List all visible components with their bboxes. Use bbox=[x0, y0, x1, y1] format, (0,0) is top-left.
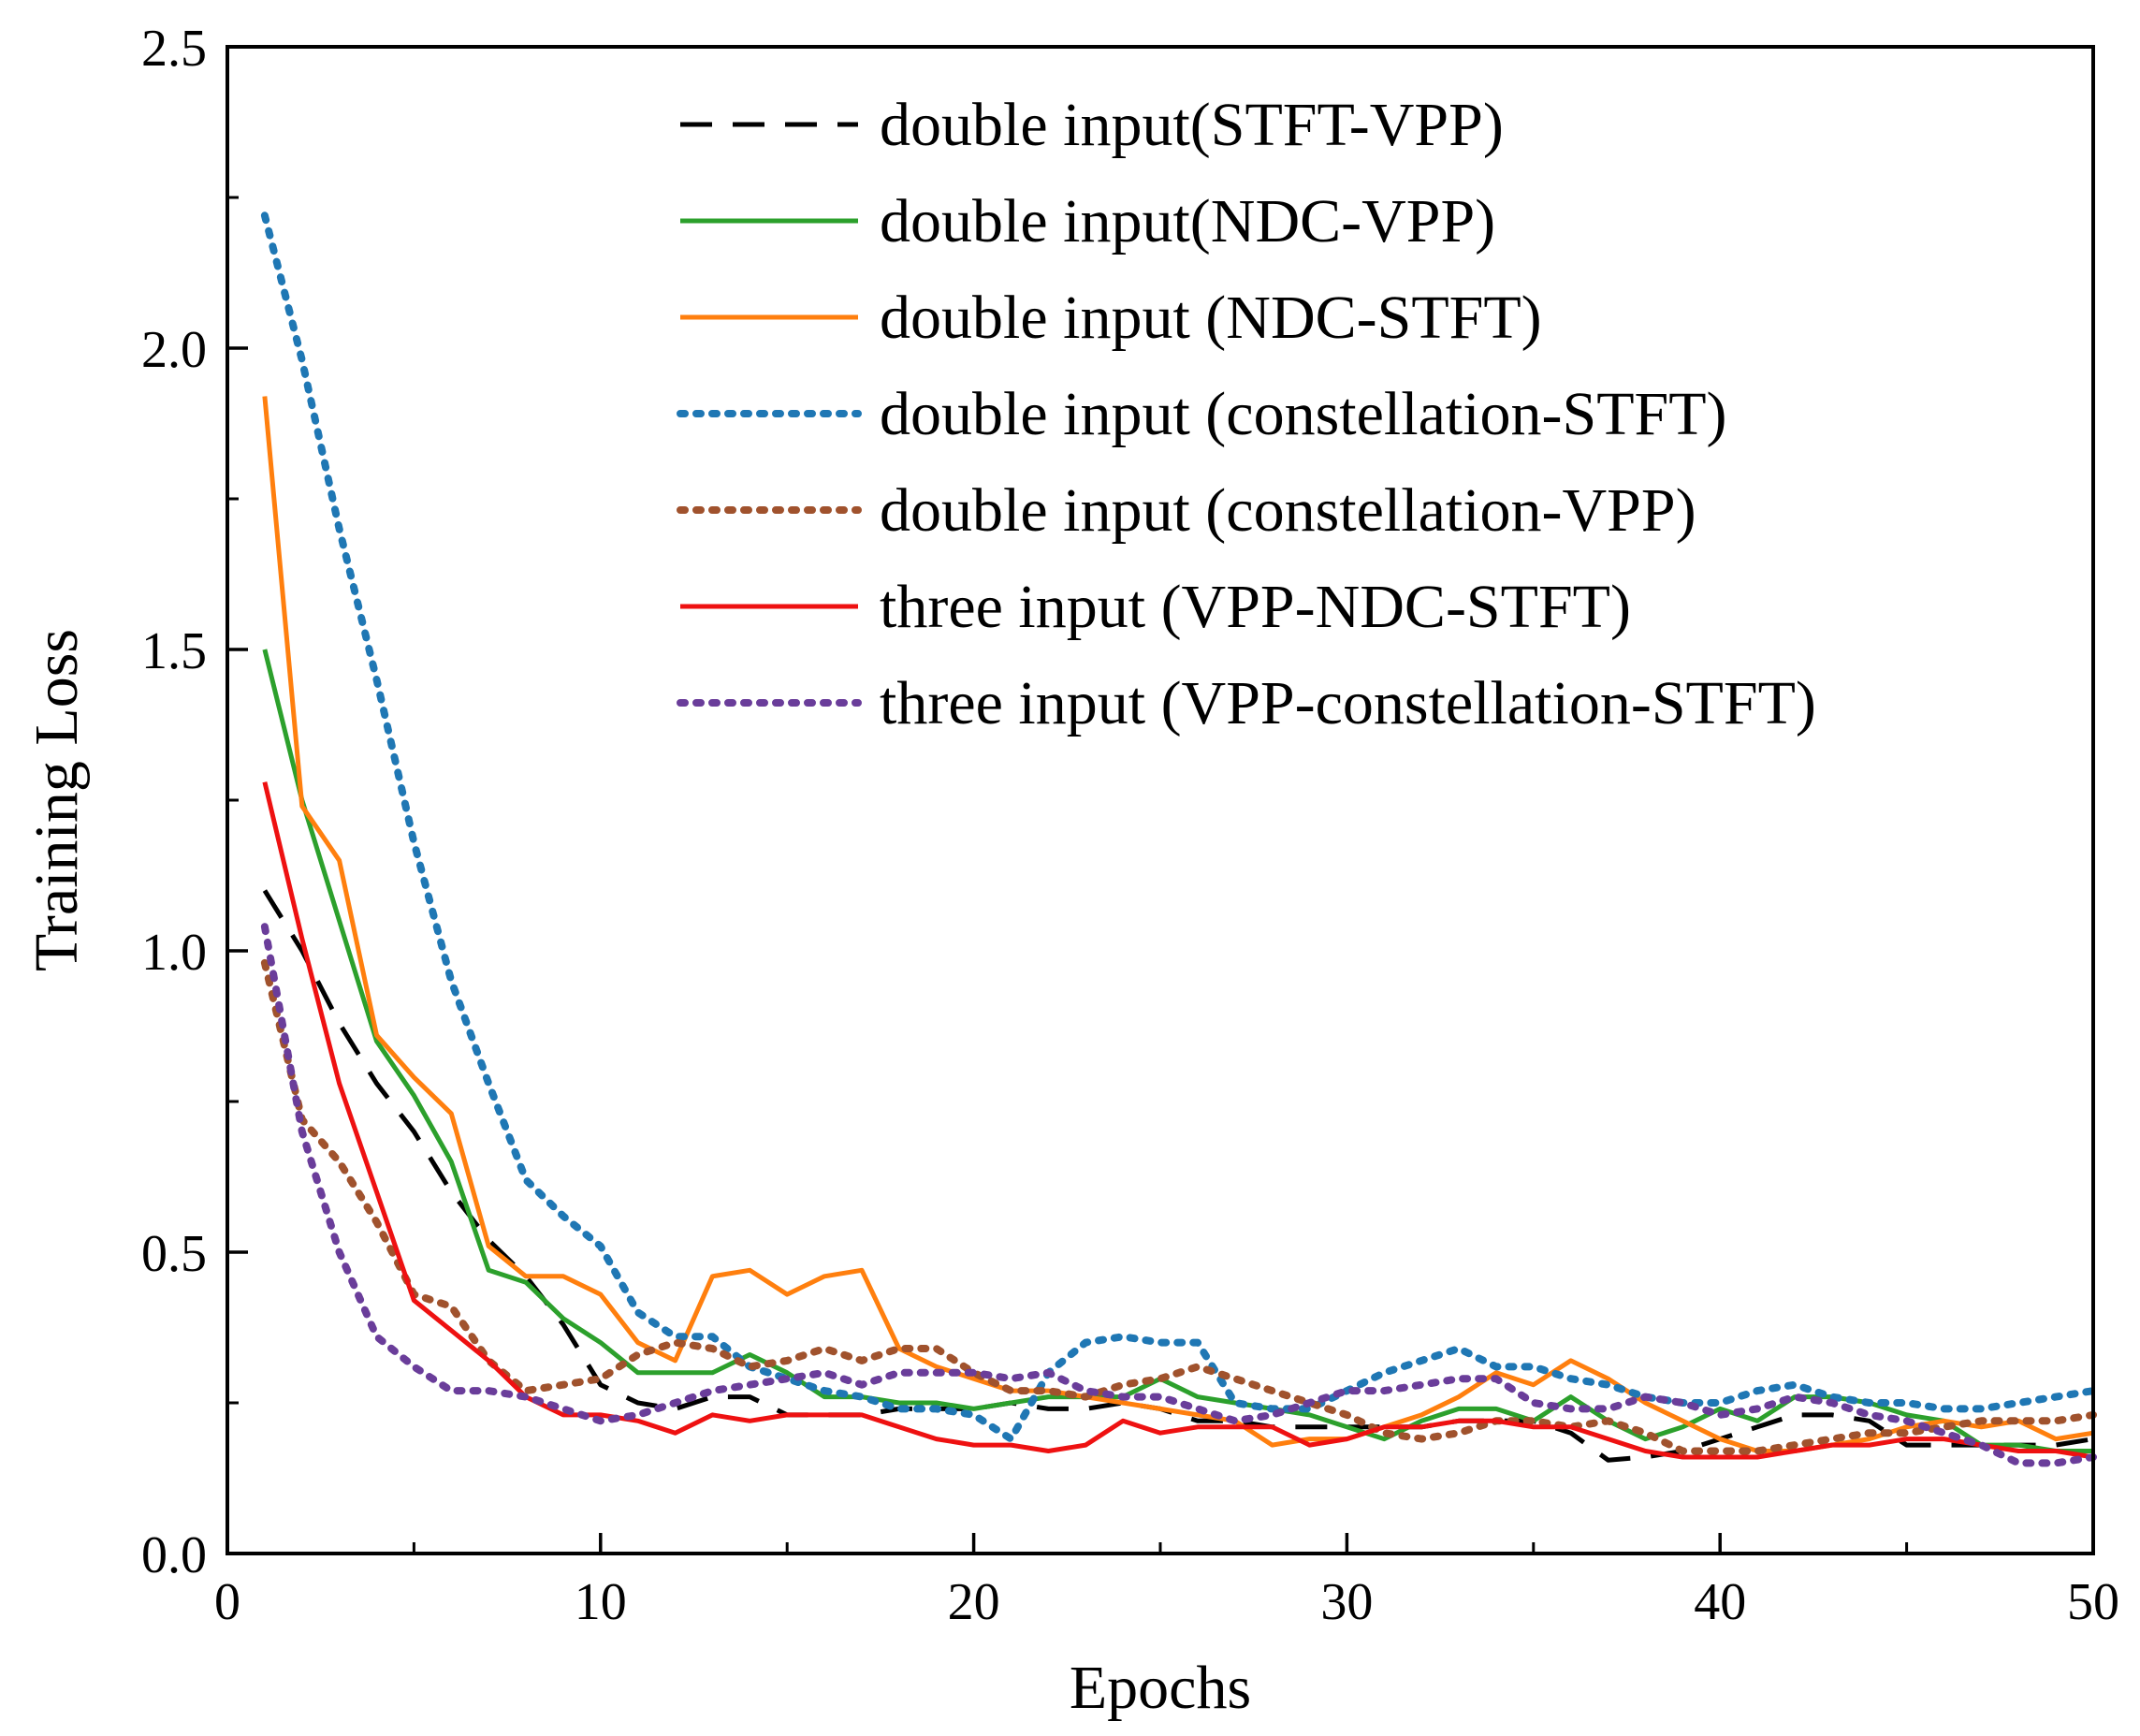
legend: double input(STFT-VPP) double input(NDC-V… bbox=[677, 91, 1816, 737]
legend-label-4: double input (constellation-STFT) bbox=[880, 380, 1727, 448]
y-tick-label: 0.5 bbox=[141, 1225, 207, 1283]
legend-label-6: three input (VPP-NDC-STFT) bbox=[880, 573, 1631, 641]
series-line-7 bbox=[260, 923, 2097, 1467]
y-tick-label: 0.0 bbox=[141, 1526, 207, 1584]
x-axis-title: Epochs bbox=[1070, 1654, 1251, 1722]
series-line-5 bbox=[260, 958, 2097, 1455]
x-tick-label: 10 bbox=[575, 1573, 627, 1631]
x-tick-label: 0 bbox=[214, 1573, 240, 1631]
legend-label-1: double input(STFT-VPP) bbox=[880, 91, 1504, 159]
x-tick-label: 30 bbox=[1320, 1573, 1373, 1631]
legend-label-2: double input(NDC-VPP) bbox=[880, 187, 1495, 255]
series-layer bbox=[260, 212, 2097, 1467]
y-tick-label: 2.5 bbox=[141, 20, 207, 78]
legend-label-5: double input (constellation-VPP) bbox=[880, 476, 1696, 545]
x-tick-label: 20 bbox=[948, 1573, 1000, 1631]
legend-label-3: double input (NDC-STFT) bbox=[880, 284, 1542, 352]
series-line-6 bbox=[262, 781, 2094, 1460]
y-axis-title: Training Loss bbox=[22, 629, 91, 971]
series-line-1 bbox=[262, 889, 2094, 1463]
legend-label-7: three input (VPP-constellation-STFT) bbox=[880, 669, 1816, 737]
y-tick-label: 1.5 bbox=[141, 622, 207, 680]
y-tick-label: 1.0 bbox=[141, 924, 207, 982]
series-line-4 bbox=[260, 212, 2097, 1443]
x-tick-label: 40 bbox=[1694, 1573, 1746, 1631]
axes-layer: 0 10 20 30 40 50 0.0 0.5 1.0 1.5 2.0 2.5 bbox=[141, 20, 2119, 1631]
y-tick-label: 2.0 bbox=[141, 321, 207, 379]
x-tick-label: 50 bbox=[2067, 1573, 2119, 1631]
